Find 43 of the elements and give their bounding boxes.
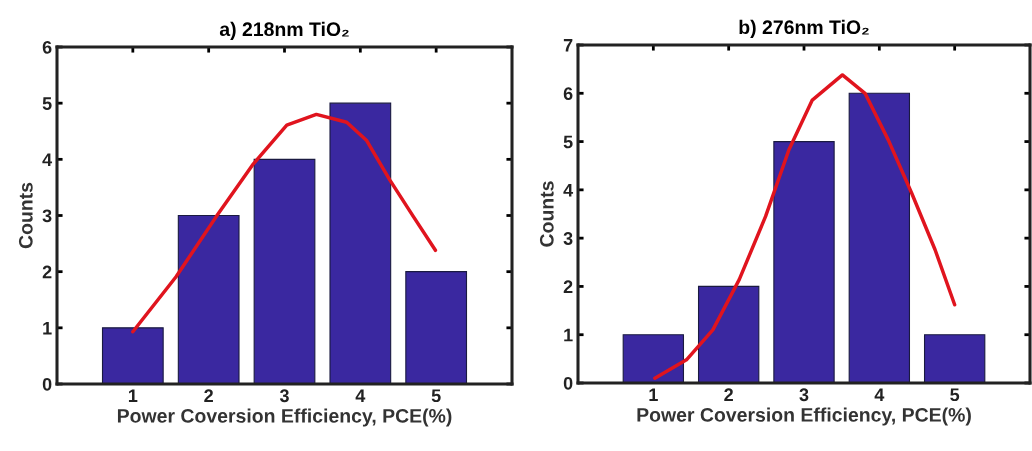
bar: [253, 158, 316, 384]
y-tick-label: 5: [563, 135, 573, 149]
x-tick-label: 2: [724, 388, 733, 401]
x-tick-label: 1: [649, 388, 658, 401]
bar: [773, 141, 835, 383]
y-tick-label: 0: [563, 376, 573, 390]
y-tick-label: 6: [563, 87, 573, 101]
y-tick-label: 5: [42, 97, 52, 110]
y-tick-label: 4: [563, 183, 574, 197]
bar: [848, 92, 911, 383]
x-tick-label: 4: [874, 388, 885, 401]
line-series: [131, 112, 438, 334]
y-tick-label: 6: [42, 40, 52, 54]
bar: [622, 334, 685, 383]
bar: [697, 285, 760, 383]
y-tick-label: 3: [563, 232, 573, 245]
x-axis-title: Power Coversion Efficiency, PCE(%): [637, 407, 971, 426]
x-tick-label: 4: [355, 389, 366, 402]
x-axis-title: Power Coversion Efficiency, PCE(%): [117, 408, 452, 427]
bar: [923, 334, 986, 383]
y-tick-label: 3: [42, 209, 52, 223]
y-tick-label: 2: [563, 280, 573, 293]
x-tick-label: 3: [799, 388, 809, 402]
y-tick-label: 1: [43, 321, 52, 335]
x-tick-label: 1: [128, 389, 138, 402]
x-tick-label: 2: [204, 389, 213, 402]
y-axis-title: Counts: [539, 181, 554, 247]
y-tick-label: 1: [564, 328, 573, 342]
y-tick-label: 0: [42, 377, 52, 391]
x-tick-label: 3: [279, 389, 289, 403]
y-tick-label: 4: [42, 153, 53, 166]
line-series: [653, 73, 957, 380]
chart-title: b) 276nm TiO₂: [739, 19, 869, 38]
bar: [329, 102, 392, 384]
y-tick-label: 7: [563, 39, 573, 52]
y-tick-label: 2: [42, 265, 52, 279]
x-tick-label: 5: [950, 388, 960, 402]
bar: [405, 271, 468, 384]
bar: [101, 327, 164, 384]
chart-title: a) 218nm TiO₂: [219, 21, 349, 40]
y-axis-title: Counts: [18, 182, 33, 249]
x-tick-label: 5: [431, 389, 441, 403]
bar: [177, 214, 240, 384]
